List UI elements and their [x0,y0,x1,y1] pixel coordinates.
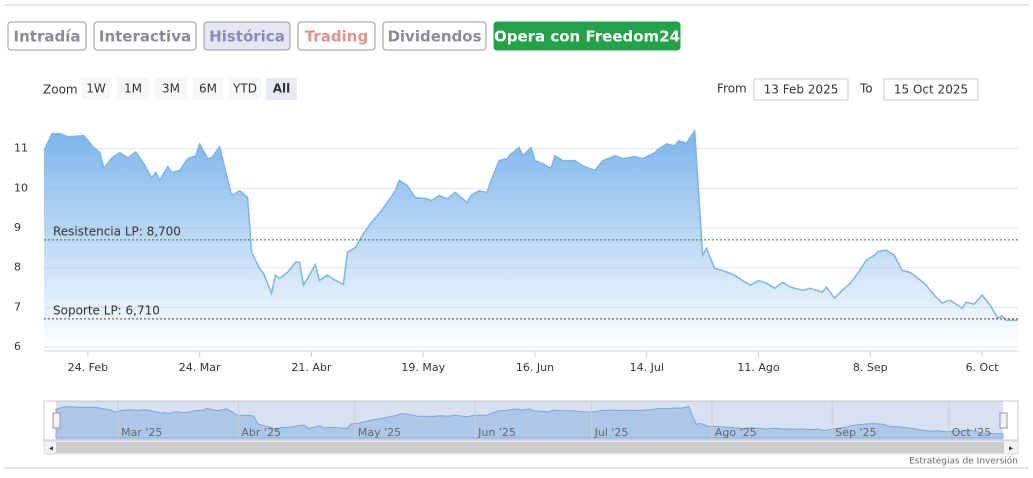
tab[interactable] [93,21,197,51]
navigator-handle[interactable] [999,412,1008,429]
from-input[interactable] [753,78,849,101]
navigator-tick-label: Oct '25 [952,426,992,439]
navigator-tick-label: Sep '25 [835,426,876,439]
x-tick-label: 6. Oct [966,361,1000,374]
y-tick-label: 10 [14,181,28,194]
zoom-button[interactable] [193,78,223,100]
x-tick-label: 24. Mar [179,361,221,374]
from-value: 13 Feb 2025 [764,83,839,97]
zoom-button[interactable] [82,78,110,100]
scrollbar-thumb[interactable] [56,442,1004,453]
annotation-label: Resistencia LP: 8,700 [53,224,181,238]
to-label: To [859,82,873,96]
x-tick-label: 16. Jun [516,361,554,374]
navigator [43,400,1019,441]
x-tick-label: 11. Ago [737,361,779,374]
to-value: 15 Oct 2025 [894,83,968,97]
line [43,128,1018,321]
tab[interactable] [7,21,87,51]
zoom-label: Zoom [43,83,78,97]
y-tick-label: 11 [14,142,28,155]
tab-label: Intradía [14,28,81,46]
navigator-tick-label: Ago '25 [715,426,757,439]
navigator-area [55,406,1004,439]
zoom-button-label: 3M [162,82,180,96]
zoom-button-label: All [273,82,291,96]
navigator-tick-label: Jun '25 [477,426,516,439]
tab-label: Opera con Freedom24 [494,28,680,46]
navigator-tick-label: Jul '25 [594,426,629,439]
navigator-tick-label: Mar '25 [121,426,162,439]
credit: Estrategias de Inversión [909,456,1018,467]
zoom-button-label: 1W [86,82,106,96]
tab[interactable] [297,21,376,51]
annotation-label: Soporte LP: 6,710 [53,303,160,317]
navigator-selection [56,401,1003,440]
scroll-left[interactable]: ◂ [49,444,53,453]
area [44,130,1018,351]
from-label: From [717,82,747,96]
x-tick-label: 24. Feb [68,361,108,374]
x-tick-label: 21. Abr [291,361,331,374]
tab-label: Interactiva [99,28,191,46]
scroll-right[interactable]: ▸ [1009,444,1013,453]
tab[interactable] [203,21,291,51]
y-tick-label: 6 [14,340,21,353]
to-input[interactable] [883,78,979,101]
x-tick-label: 19. May [401,361,445,374]
zoom-button[interactable] [117,78,149,100]
zoom-button-label: YTD [232,82,257,96]
zoom-button[interactable] [229,78,261,100]
y-tick-label: 8 [14,261,21,274]
x-tick-label: 8. Sep [853,361,888,374]
zoom-button[interactable] [266,78,297,100]
x-tick-label: 14. Jul [630,361,664,374]
tab-label: Histórica [209,28,285,46]
navigator-tick-label: May '25 [358,426,401,439]
y-tick-label: 9 [14,221,21,234]
navigator-handle[interactable] [52,412,61,429]
navigator-tick-label: Abr '25 [241,426,281,439]
tab[interactable] [493,21,681,51]
tab-label: Dividendos [387,28,481,46]
zoom-button[interactable] [155,78,187,100]
tab-label: Trading [305,28,368,46]
y-tick-label: 7 [14,300,21,313]
zoom-button-label: 1M [124,82,142,96]
tab[interactable] [382,21,487,51]
zoom-button-label: 6M [199,82,217,96]
